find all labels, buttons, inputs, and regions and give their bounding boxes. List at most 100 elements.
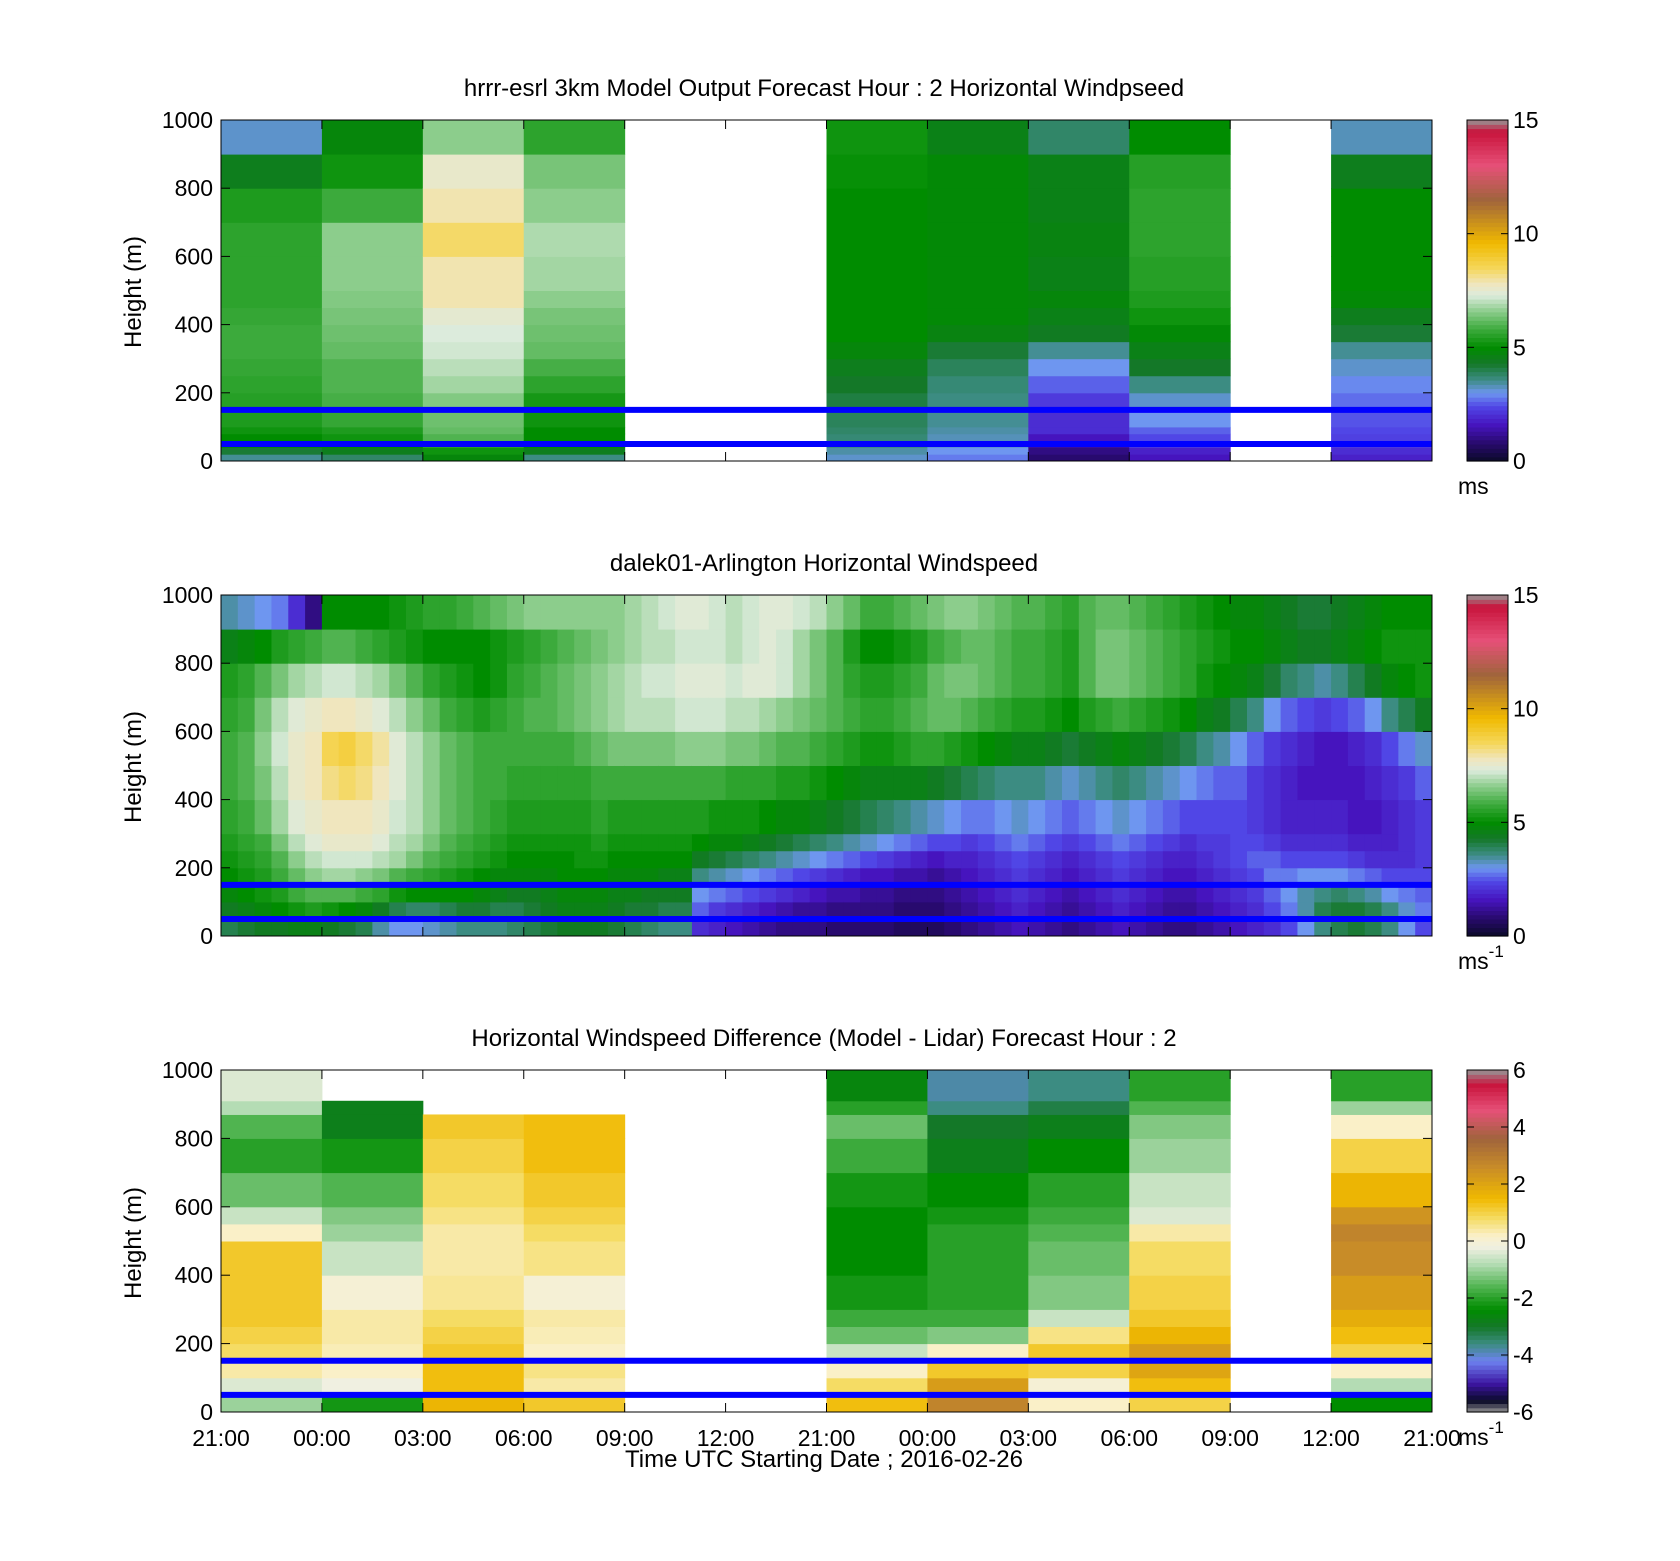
heatmap-cell [372,629,390,664]
colorbar-segment [1467,362,1508,368]
heatmap-cell [389,663,407,698]
colorbar-segment [1467,1121,1508,1127]
heatmap-cell [910,799,928,835]
heatmap-cell [1129,595,1147,630]
x-tick-label: 21:00 [192,1425,250,1451]
heatmap-cell [826,799,844,835]
heatmap-cell [691,595,710,630]
heatmap-cell [338,918,357,937]
heatmap-cell [1314,799,1332,835]
colorbar-unit: ms-1 [1458,1418,1504,1450]
heatmap-cell [1314,697,1332,732]
heatmap-cell [1314,884,1332,903]
heatmap-cell [641,765,659,801]
colorbar-segment [1467,637,1508,643]
x-tick-label: 21:00 [1403,1425,1461,1451]
colorbar-segment [1467,1241,1508,1246]
colorbar-segment [1467,710,1508,715]
heatmap-cell [624,765,642,801]
heatmap-cell [1297,850,1315,869]
heatmap-cell [725,799,743,835]
y-tick-label: 400 [175,787,213,813]
heatmap-cell [1364,833,1383,852]
heatmap-cell [860,867,878,886]
colorbar-segment [1467,867,1508,873]
heatmap-cell [221,1070,323,1102]
heatmap-cell [321,867,340,886]
heatmap-cell [944,918,962,937]
heatmap-cell [641,663,659,698]
heatmap-cell [1028,833,1046,852]
heatmap-cell [221,358,323,377]
heatmap-cell [321,918,340,937]
colorbar-segment [1467,324,1508,330]
heatmap-cell [893,884,912,903]
colorbar-segment [1467,1134,1508,1139]
heatmap-cell [927,375,1029,394]
heatmap-cell [1246,867,1265,886]
colorbar-segment [1467,1151,1508,1157]
heatmap-cell [1398,799,1416,835]
heatmap-cell [826,426,928,435]
heatmap-cell [843,799,861,835]
heatmap-cell [557,918,575,937]
heatmap-cell [826,1070,928,1102]
heatmap-cell [809,731,827,766]
heatmap-cell [439,884,457,903]
heatmap-cell [1112,765,1130,801]
heatmap-cell [1146,663,1164,698]
heatmap-cell [708,884,727,903]
colorbar-segment [1467,1164,1508,1169]
colorbar-segment [1467,192,1508,198]
heatmap-cell [742,901,760,920]
heatmap-cell [221,833,239,852]
colorbar-segment [1467,1369,1508,1375]
heatmap-cell [1230,765,1248,801]
heatmap-cell [1095,731,1113,766]
heatmap-cell [1028,1343,1130,1362]
heatmap-cell [254,918,272,937]
heatmap-cell [355,629,373,664]
heatmap-cell [1331,697,1349,732]
heatmap-cell [860,629,878,664]
heatmap-cell [910,850,928,869]
colorbar-segment [1467,684,1508,690]
heatmap-cell [1347,765,1366,801]
heatmap-cell [1129,799,1147,835]
y-tick-label: 0 [200,448,213,474]
heatmap-cell [927,1070,1029,1102]
heatmap-cell [725,867,743,886]
y-tick-label: 800 [175,175,213,201]
heatmap-cell [1381,901,1399,920]
heatmap-cell [1078,697,1097,732]
heatmap-cell [439,833,457,852]
colorbar-segment [1467,1176,1508,1182]
heatmap-cell [591,918,609,937]
heatmap-cell [221,765,239,801]
heatmap-cell [321,358,424,377]
heatmap-cell [221,663,239,698]
heatmap-cell [1146,833,1164,852]
y-tick-label: 200 [175,1331,213,1357]
heatmap-cell [759,697,777,732]
heatmap-cell [254,833,272,852]
colorbar-segment [1467,884,1508,890]
colorbar-segment [1467,795,1508,801]
colorbar-segment [1467,294,1508,300]
heatmap-cell [708,663,727,698]
heatmap-cell [355,901,373,920]
colorbar-segment [1467,392,1508,398]
heatmap-cell [540,799,558,835]
colorbar-segment [1467,299,1508,304]
heatmap-cell [1061,918,1080,937]
colorbar-segment [1467,718,1508,724]
heatmap-cell [305,765,323,801]
heatmap-cell [1213,901,1231,920]
colorbar-segment [1467,132,1508,138]
colorbar-segment [1467,918,1508,924]
heatmap-cell [607,697,626,732]
heatmap-cell [456,884,474,903]
heatmap-cell [506,850,525,869]
